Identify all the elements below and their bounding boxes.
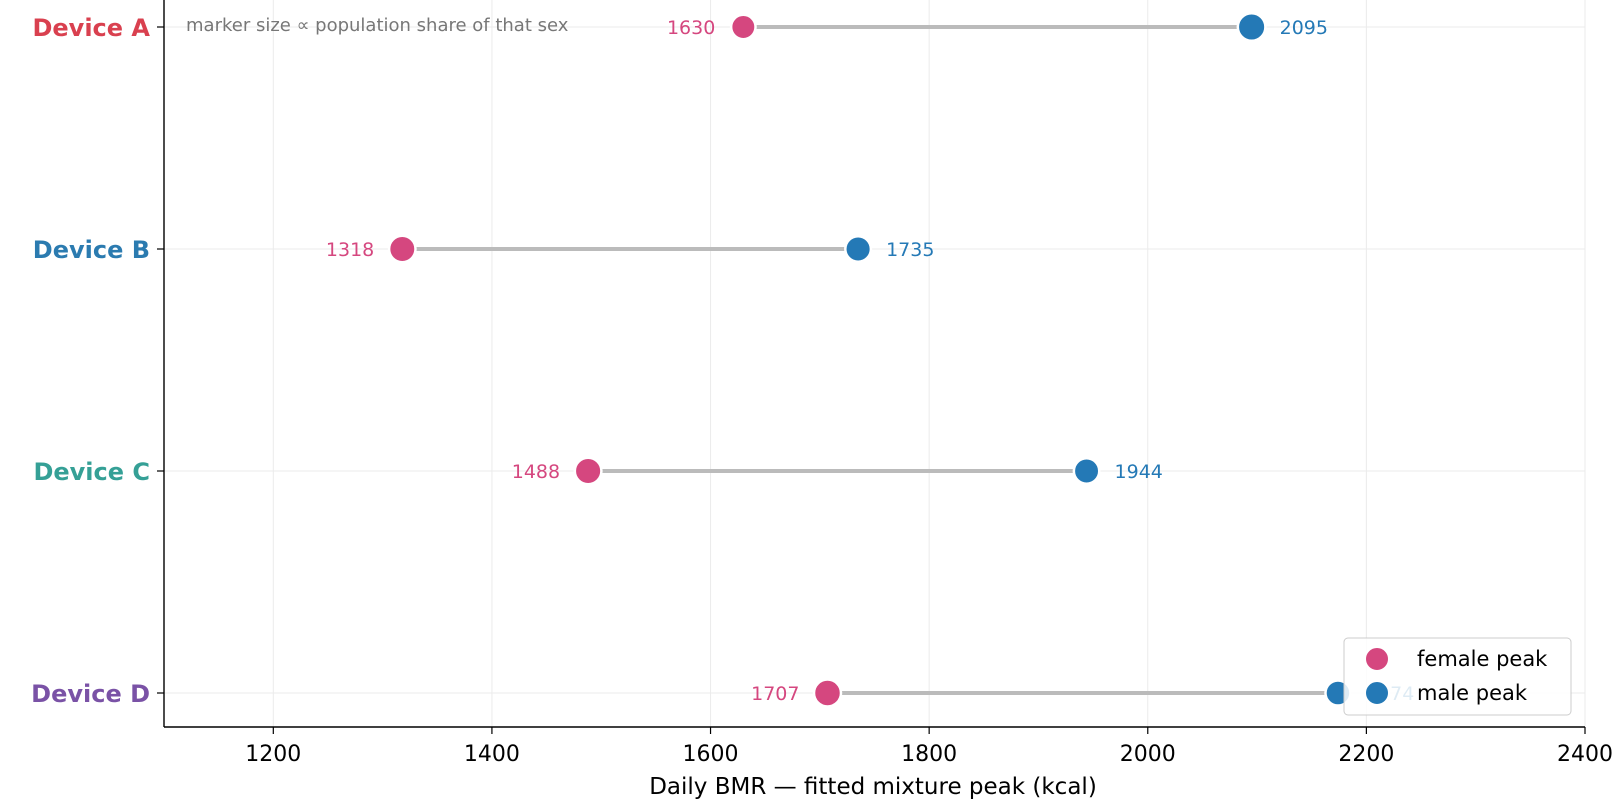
female-value-label: 1488 (512, 461, 560, 483)
annotation-note: marker size ∝ population share of that s… (186, 15, 569, 36)
markers (387, 11, 1352, 708)
legend: female peak male peak (1343, 637, 1572, 716)
x-axis-title: Daily BMR — fitted mixture peak (kcal) (649, 774, 1097, 800)
male-value-label: 2095 (1280, 17, 1328, 39)
category-label: Device D (31, 680, 150, 708)
male-peak-marker (1236, 11, 1267, 43)
female-peak-marker (573, 456, 603, 486)
legend-box (1343, 637, 1572, 716)
value-labels: 16302095131817351488194417072174 (326, 17, 1414, 705)
legend-label: male peak (1417, 681, 1528, 705)
connector-lines (402, 25, 1338, 695)
category-label: Device B (33, 236, 150, 264)
category-label: Device C (33, 458, 150, 486)
female-value-label: 1707 (751, 683, 799, 705)
legend-marker (1364, 646, 1390, 672)
female-peak-marker (387, 234, 417, 264)
female-value-label: 1318 (326, 239, 374, 261)
axes: 1200 1400 1600 1800 2000 2200 2400 Device A Devi… (31, 0, 1613, 767)
male-peak-marker (844, 234, 873, 264)
x-tick-label: 2200 (1338, 742, 1394, 767)
male-value-label: 1944 (1115, 461, 1163, 483)
female-value-label: 1630 (667, 17, 715, 39)
female-peak-marker (729, 13, 757, 41)
x-tick-label: 1400 (464, 742, 520, 767)
x-tick-label: 1800 (901, 742, 957, 767)
x-tick-label: 1200 (245, 742, 301, 767)
male-peak-marker (1072, 457, 1101, 485)
x-tick-label: 1600 (683, 742, 739, 767)
male-value-label: 1735 (886, 239, 934, 261)
grid-lines (164, 0, 1586, 727)
x-tick-label: 2400 (1557, 742, 1613, 767)
x-tick-label: 2000 (1120, 742, 1176, 767)
legend-label: female peak (1417, 647, 1548, 671)
legend-marker (1364, 680, 1390, 706)
female-peak-marker (812, 678, 843, 708)
category-label: Device A (32, 14, 150, 42)
